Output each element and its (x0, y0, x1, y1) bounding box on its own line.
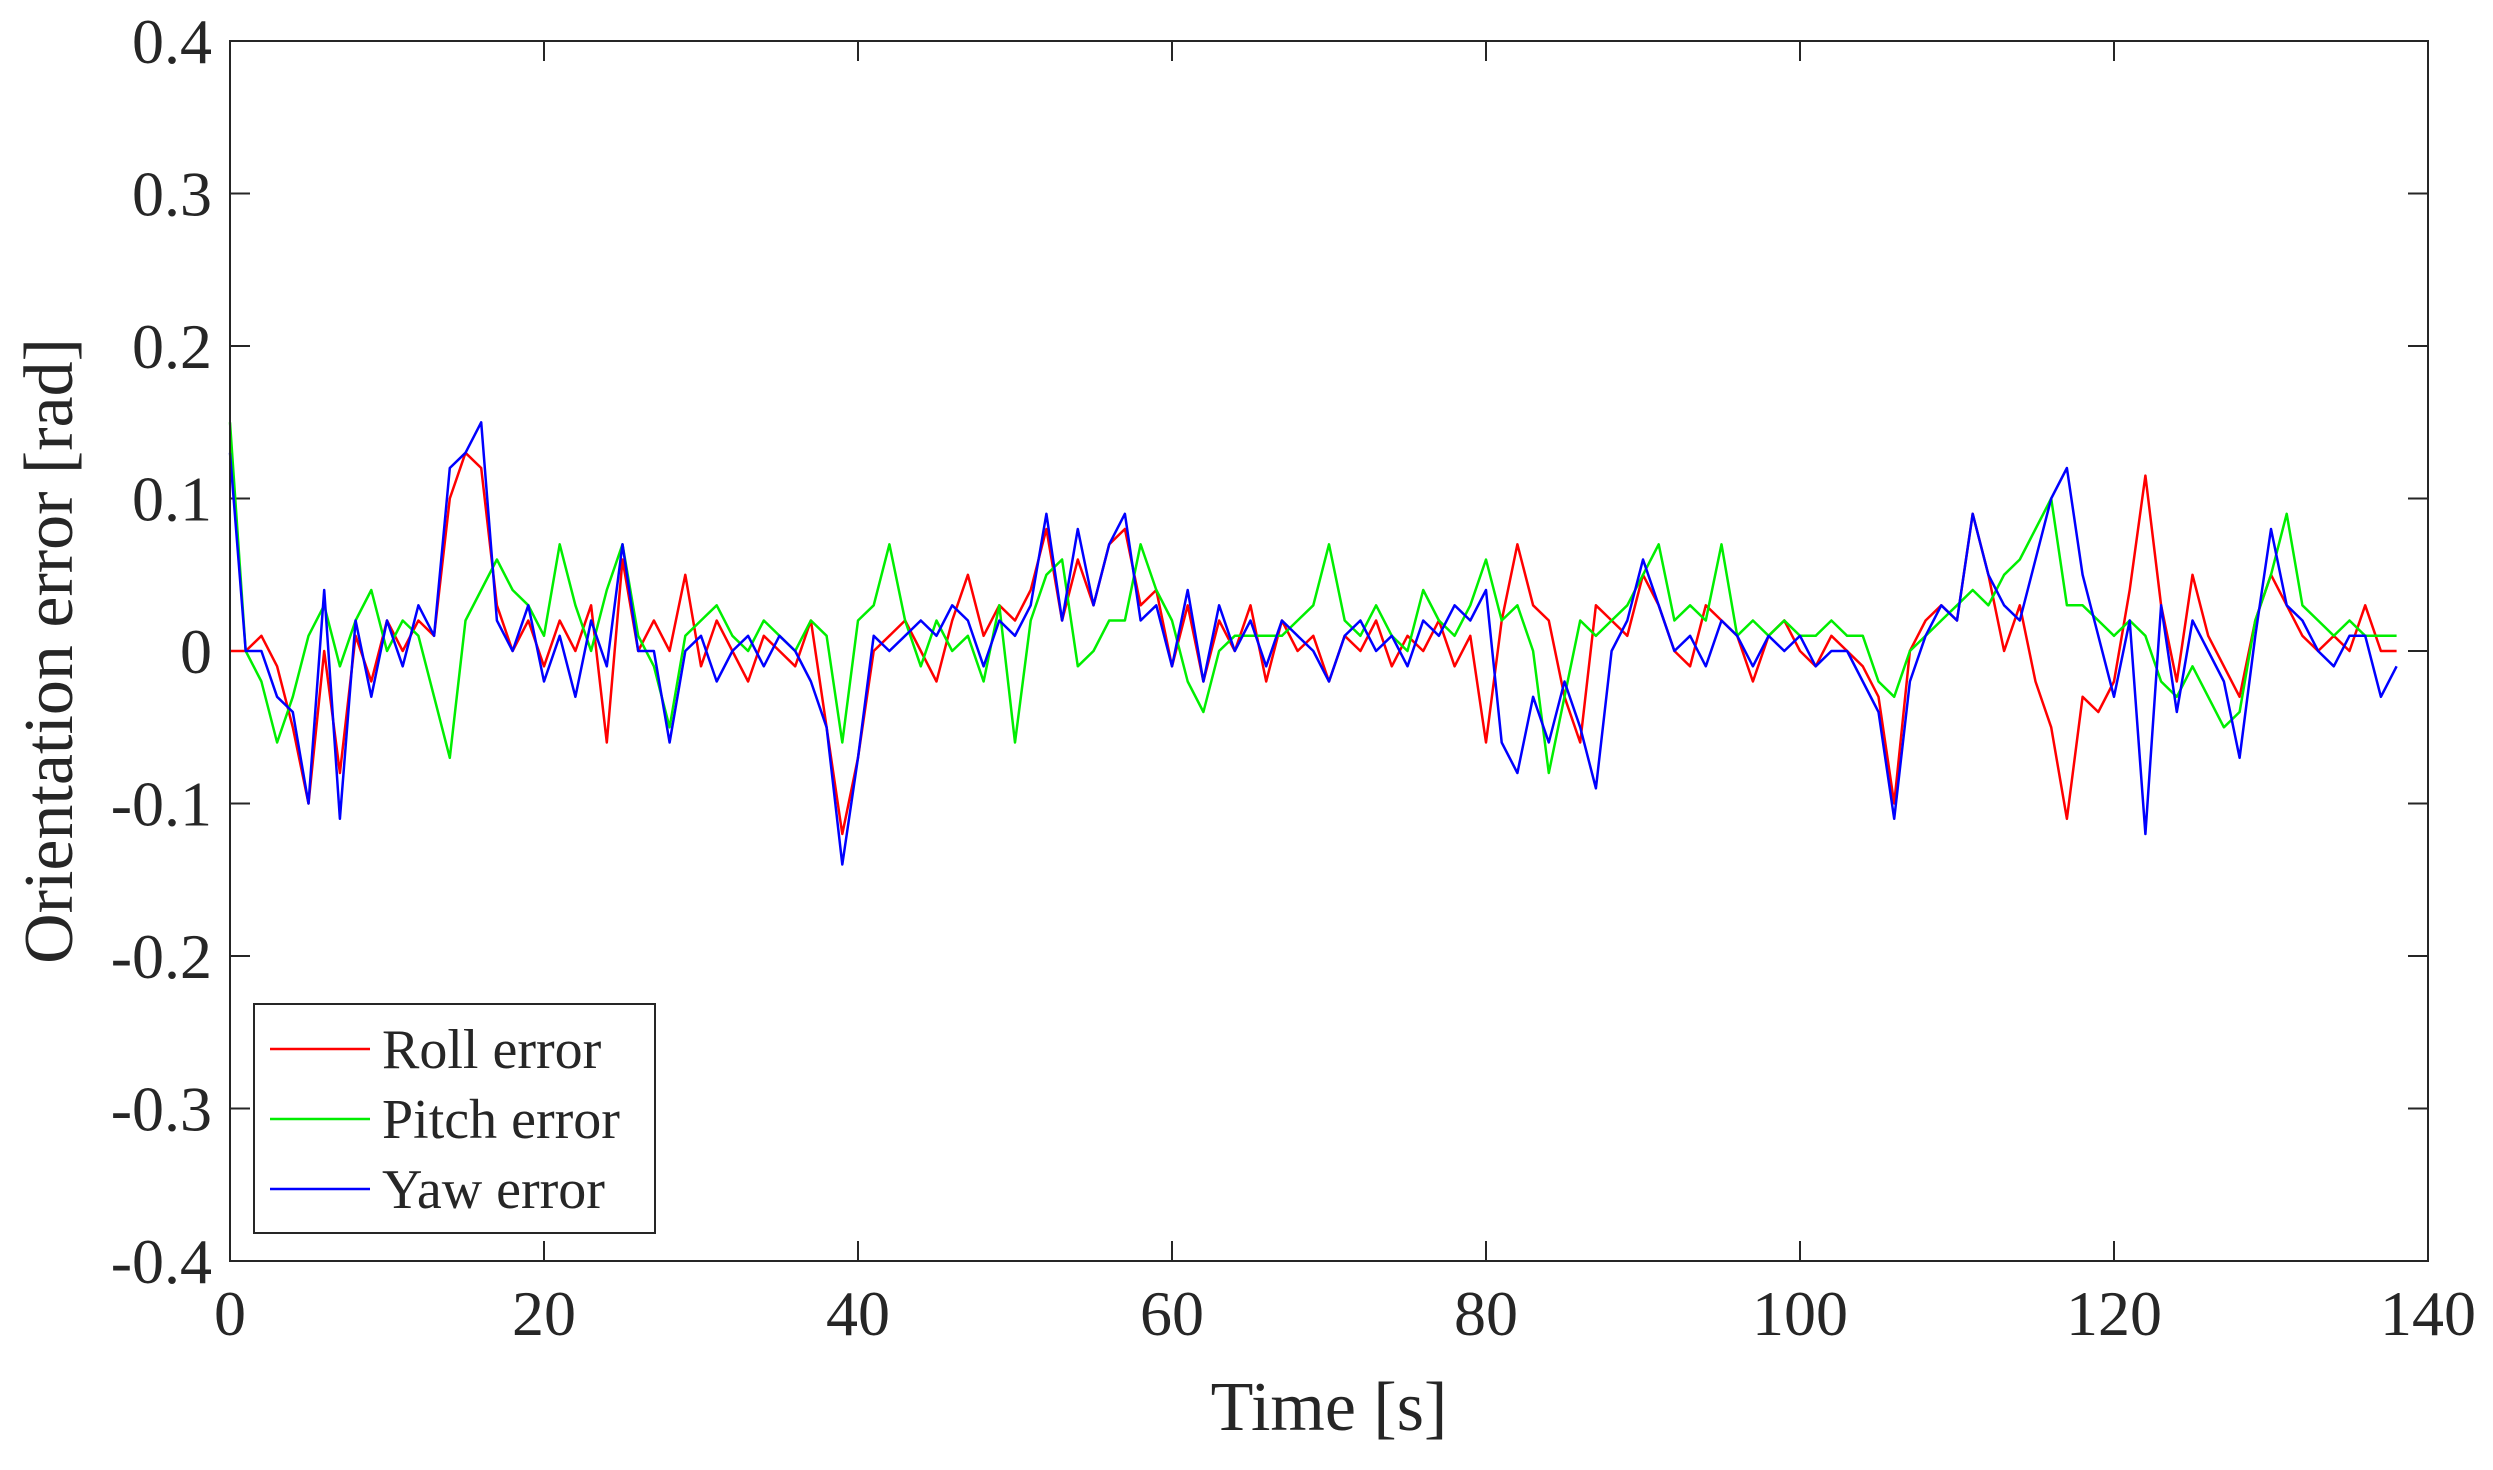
data-line (228, 421, 2398, 866)
legend-box (253, 1003, 656, 1234)
y-tick-label: -0.1 (111, 769, 212, 840)
data-line (228, 422, 2397, 775)
x-tick-label: 60 (1140, 1278, 1204, 1349)
legend-label: Roll error (382, 1019, 602, 1081)
data-line (230, 451, 2397, 836)
legend-label: Yaw error (382, 1159, 605, 1221)
x-tick-label: 40 (826, 1278, 890, 1349)
x-tick-label: 140 (2380, 1278, 2476, 1349)
y-tick-label: 0.4 (132, 6, 212, 77)
x-tick-label: 100 (1752, 1278, 1848, 1349)
legend-label: Pitch error (382, 1089, 620, 1151)
y-tick-label: 0 (180, 616, 212, 687)
x-tick-label: 120 (2066, 1278, 2162, 1349)
plot-frame (229, 40, 2429, 1262)
y-tick-label: 0.3 (132, 159, 212, 230)
x-axis-label: Time [s] (1211, 1369, 1448, 1446)
legend: Roll error Pitch error Yaw error (253, 1003, 656, 1234)
x-tick-label: 80 (1454, 1278, 1518, 1349)
x-tick-label: 20 (512, 1278, 576, 1349)
y-axis-label: Orientation error [rad] (11, 338, 88, 964)
y-tick-label: -0.4 (111, 1226, 212, 1297)
y-tick-label: 0.1 (132, 464, 212, 535)
y-tick-label: -0.3 (111, 1074, 212, 1145)
y-tick-label: -0.2 (111, 921, 212, 992)
x-tick-label: 0 (214, 1278, 246, 1349)
y-tick-label: 0.2 (132, 311, 212, 382)
